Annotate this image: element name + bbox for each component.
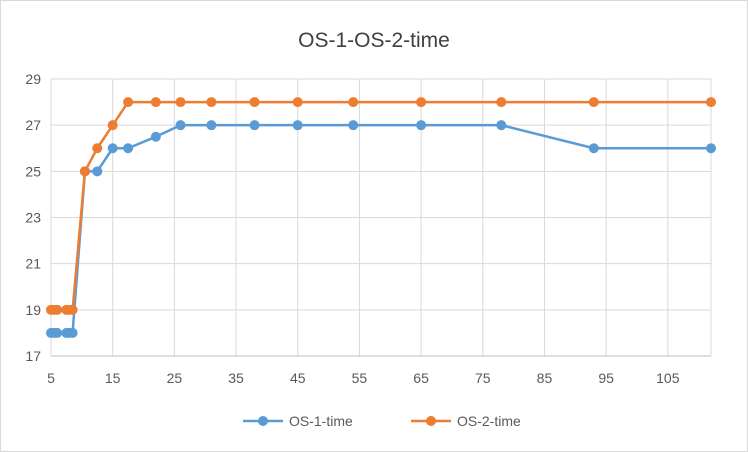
data-point (416, 120, 427, 131)
y-tick-label: 17 (25, 348, 41, 364)
legend-item-2: OS-2-time (411, 413, 521, 429)
data-point (292, 97, 303, 108)
legend-label: OS-1-time (289, 413, 353, 429)
data-point (496, 120, 507, 131)
legend-item-1: OS-1-time (243, 413, 353, 429)
legend-marker (426, 416, 436, 426)
series-2 (46, 97, 716, 315)
y-tick-label: 23 (25, 210, 41, 226)
data-point (249, 120, 260, 131)
data-point (206, 97, 217, 108)
data-point (706, 143, 716, 154)
x-tick-label: 15 (105, 370, 121, 386)
data-point (79, 166, 90, 177)
data-point (416, 97, 427, 108)
data-point (249, 97, 260, 108)
data-point (206, 120, 217, 131)
legend-marker (258, 416, 268, 426)
data-point (588, 97, 599, 108)
series-1 (46, 120, 716, 338)
data-point (107, 143, 118, 154)
legend-label: OS-2-time (457, 413, 521, 429)
data-point (348, 120, 359, 131)
data-point (67, 304, 78, 315)
data-point (175, 120, 186, 131)
data-point (292, 120, 303, 131)
x-tick-label: 5 (47, 370, 55, 386)
x-tick-label: 105 (656, 370, 680, 386)
data-point (150, 97, 161, 108)
series-line (51, 123, 711, 335)
data-point (348, 97, 359, 108)
data-point (123, 143, 134, 154)
data-point (706, 97, 716, 108)
x-tick-label: 95 (598, 370, 614, 386)
x-tick-label: 85 (537, 370, 553, 386)
legend: OS-1-time OS-2-time (243, 413, 521, 429)
y-tick-label: 27 (25, 117, 41, 133)
data-point (588, 143, 599, 154)
data-point (107, 120, 118, 131)
x-tick-label: 65 (413, 370, 429, 386)
y-tick-label: 19 (25, 302, 41, 318)
y-tick-label: 21 (25, 256, 41, 272)
x-tick-label: 55 (352, 370, 368, 386)
y-tick-label: 25 (25, 163, 41, 179)
data-point (496, 97, 507, 108)
data-point (92, 143, 103, 154)
chart-title: OS-1-OS-2-time (298, 29, 450, 52)
series-line (51, 100, 711, 312)
series-lines (46, 97, 716, 338)
data-point (52, 304, 63, 315)
data-point (92, 166, 103, 177)
x-tick-label: 35 (228, 370, 244, 386)
x-tick-label: 45 (290, 370, 306, 386)
x-tick-label: 25 (167, 370, 183, 386)
axes: 17 19 21 23 25 27 29 5 15 25 35 45 55 65 75 85 95 105 (25, 71, 711, 386)
data-point (123, 97, 134, 108)
data-point (52, 327, 63, 338)
data-point (150, 131, 161, 142)
data-point (175, 97, 186, 108)
y-tick-label: 29 (25, 71, 41, 87)
x-tick-label: 75 (475, 370, 491, 386)
data-point (67, 327, 78, 338)
gridlines (50, 78, 712, 356)
